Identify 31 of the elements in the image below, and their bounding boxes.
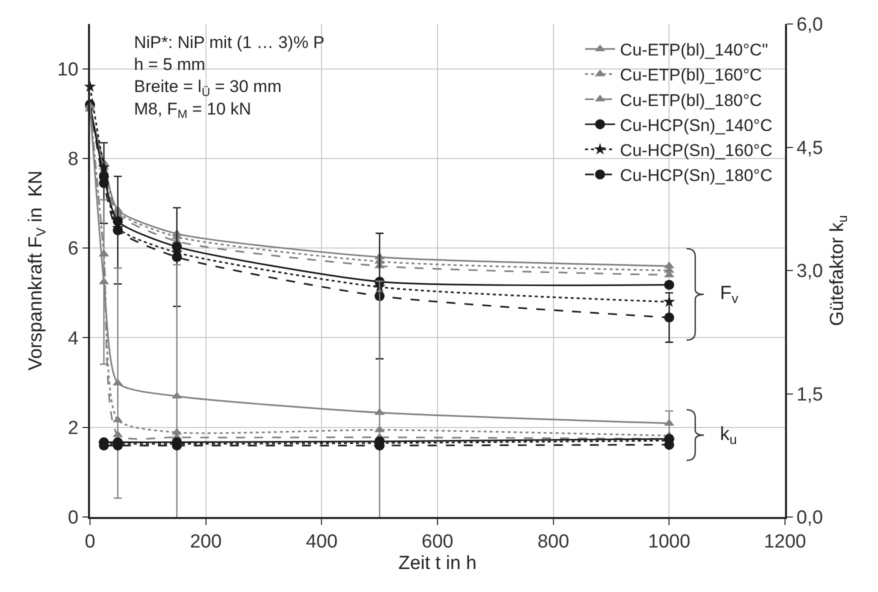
- annotation: M8, F$_{M}$ = 10 kN: [134, 99, 252, 121]
- x-tick-label: 1200: [764, 532, 806, 553]
- x-tick-label: 800: [537, 532, 570, 553]
- y-tick-label: 10: [57, 59, 78, 80]
- legend-label: Cu-ETP(bl)_160°C: [620, 66, 762, 85]
- x-tick-label: 400: [306, 532, 338, 553]
- x-tick-label: 1000: [648, 532, 690, 553]
- annotation: F$_{v}$: [720, 283, 739, 306]
- x-tick-label: 600: [422, 532, 454, 553]
- y-tick-label: 4: [68, 328, 79, 350]
- legend-label: Cu-HCP(Sn)_180°C: [620, 166, 772, 186]
- y-tick-label: 8: [68, 149, 78, 170]
- annotation: k$_{u}$: [720, 424, 737, 447]
- y-tick-label: 0: [68, 508, 78, 529]
- y2-tick-label: 4,5: [796, 138, 823, 159]
- annotation: Breite = l$_{Ü}$ = 30 mm: [134, 77, 282, 99]
- y-tick-label: 6: [68, 238, 78, 260]
- legend-label: Cu-ETP(bl)_180°C: [620, 90, 762, 110]
- y2-tick-label: 1,5: [796, 384, 823, 406]
- x-tick-label: 200: [190, 532, 222, 553]
- annotation: NiP*: NiP mit (1 … 3)% P: [134, 33, 325, 52]
- y2-tick-label: 0,0: [796, 508, 823, 529]
- x-tick-label: 0: [84, 532, 96, 553]
- legend-label: Cu-HCP(Sn)_140°C: [620, 116, 772, 135]
- y2-tick-label: 3,0: [796, 261, 823, 282]
- x-axis-title: Zeit t in h: [398, 552, 477, 574]
- legend-label: Cu-ETP(bl)_140°C": [620, 40, 768, 60]
- y2-tick-label: 6,0: [796, 14, 823, 36]
- legend-label: Cu-HCP(Sn)_160°C: [620, 140, 772, 160]
- y-tick-label: 2: [68, 418, 78, 440]
- annotation: h = 5 mm: [134, 55, 206, 74]
